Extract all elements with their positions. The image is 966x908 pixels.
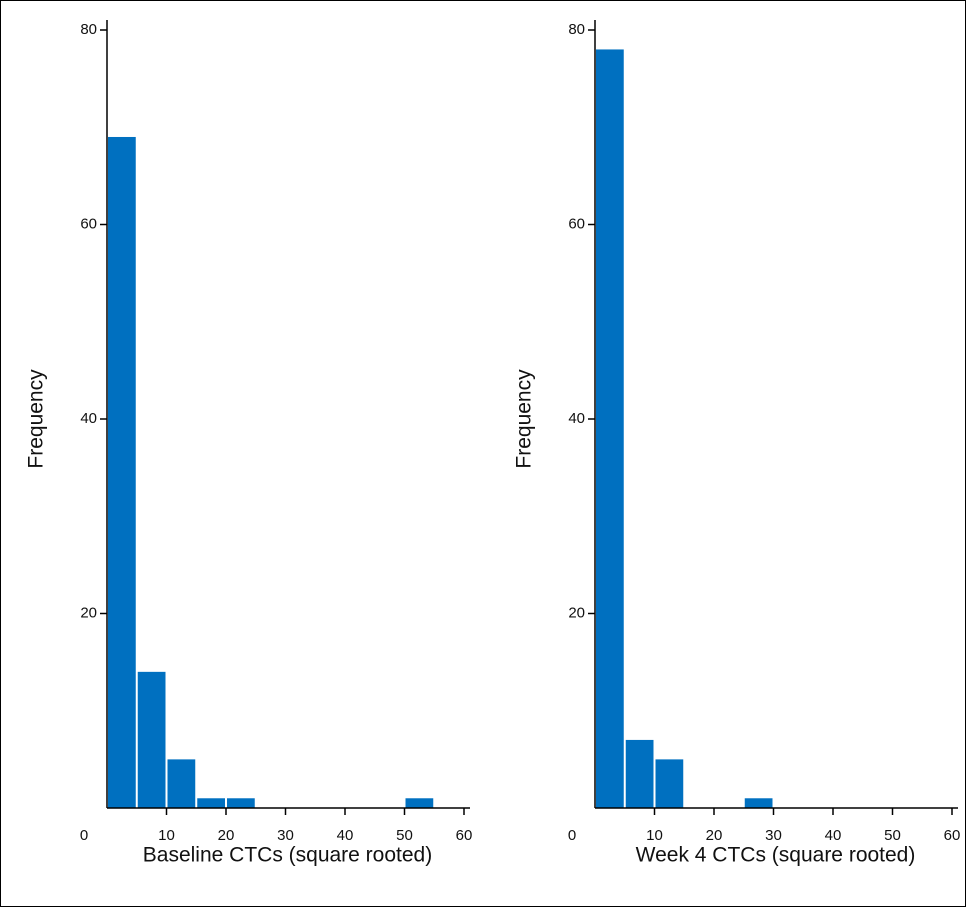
x-tick-label: 40	[825, 827, 842, 844]
bar	[596, 49, 624, 808]
x-tick-label: 0	[568, 827, 576, 844]
bar	[197, 798, 225, 808]
x-tick-label: 50	[396, 827, 413, 844]
y-tick-label: 40	[80, 410, 97, 427]
x-tick-label: 40	[337, 827, 354, 844]
x-tick-label: 20	[706, 827, 723, 844]
x-tick-label: 10	[646, 827, 663, 844]
x-tick-label: 30	[765, 827, 782, 844]
bar	[744, 798, 773, 808]
x-tick-label: 30	[277, 827, 294, 844]
bar	[137, 671, 166, 808]
x-tick-label: 60	[944, 827, 961, 844]
x-tick-label: 0	[80, 827, 88, 844]
y-tick-label: 80	[568, 21, 585, 38]
y-axis-label: Frequency	[513, 369, 536, 469]
bar	[167, 759, 196, 808]
bar	[625, 739, 654, 808]
y-tick-label: 20	[568, 604, 585, 621]
bar	[405, 798, 434, 808]
bar	[108, 136, 136, 809]
x-tick-label: 50	[884, 827, 901, 844]
y-tick-label: 60	[568, 215, 585, 232]
y-axis-label: Frequency	[25, 369, 48, 469]
y-tick-label: 60	[80, 215, 97, 232]
x-tick-label: 20	[218, 827, 235, 844]
x-tick-label: 60	[456, 827, 473, 844]
y-tick-label: 40	[568, 410, 585, 427]
x-axis-label: Baseline CTCs (square rooted)	[143, 844, 432, 867]
y-tick-label: 80	[80, 21, 97, 38]
x-axis-label: Week 4 CTCs (square rooted)	[636, 844, 916, 867]
bar	[655, 759, 684, 808]
x-tick-label: 10	[158, 827, 175, 844]
bar	[227, 798, 255, 808]
y-tick-label: 20	[80, 604, 97, 621]
